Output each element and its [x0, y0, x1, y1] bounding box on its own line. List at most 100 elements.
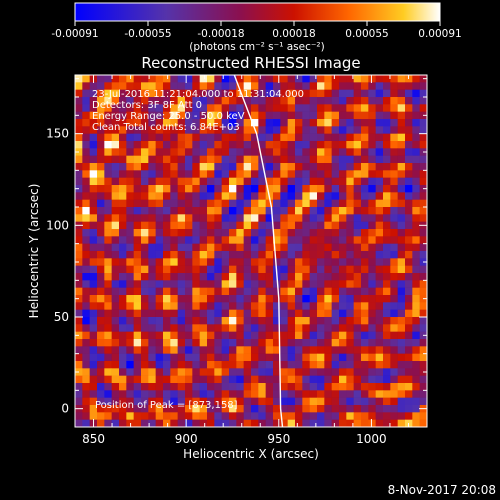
heatmap-cell — [251, 287, 259, 296]
heatmap-cell — [280, 243, 288, 252]
heatmap-cell — [361, 412, 369, 420]
heatmap-cell — [383, 155, 391, 164]
heatmap-cell — [207, 141, 215, 149]
heatmap-cell — [397, 287, 406, 296]
heatmap-cell — [317, 383, 325, 391]
heatmap-cell — [397, 243, 406, 252]
heatmap-cell — [133, 397, 142, 406]
heatmap-cell — [287, 104, 296, 112]
heatmap-cell — [163, 214, 171, 222]
heatmap-cell — [163, 324, 171, 332]
heatmap-cell — [119, 375, 127, 384]
heatmap-cell — [229, 185, 237, 193]
heatmap-cell — [155, 317, 164, 325]
heatmap-cell — [390, 317, 398, 325]
heatmap-cell — [361, 243, 369, 252]
heatmap-cell — [221, 353, 230, 362]
heatmap-cell — [309, 148, 318, 156]
heatmap-cell — [185, 324, 193, 332]
heatmap-cell — [405, 397, 413, 406]
heatmap-cell — [104, 75, 112, 83]
heatmap-cell — [273, 75, 281, 83]
heatmap-cell — [265, 273, 274, 281]
heatmap-cell — [126, 199, 134, 208]
heatmap-cell — [148, 75, 156, 83]
heatmap-cell — [192, 177, 200, 186]
heatmap-cell — [302, 207, 310, 215]
heatmap-cell — [185, 317, 193, 325]
heatmap-cell — [141, 170, 149, 178]
heatmap-cell — [258, 119, 266, 127]
heatmap-cell — [324, 317, 332, 325]
heatmap-cell — [273, 324, 281, 332]
heatmap-cell — [170, 111, 178, 120]
heatmap-cell — [258, 361, 266, 369]
heatmap-cell — [346, 331, 354, 340]
heatmap-cell — [221, 339, 230, 347]
heatmap-cell — [346, 287, 354, 296]
heatmap-cell — [141, 229, 149, 237]
heatmap-cell — [331, 280, 340, 288]
heatmap-cell — [258, 353, 266, 362]
heatmap-cell — [97, 251, 105, 259]
heatmap-cell — [302, 273, 310, 281]
heatmap-cell — [361, 353, 369, 362]
heatmap-cell — [251, 163, 259, 171]
heatmap-cell — [251, 258, 259, 266]
heatmap-cell — [287, 331, 296, 340]
heatmap-cell — [82, 155, 90, 164]
heatmap-cell — [390, 361, 398, 369]
heatmap-cell — [75, 229, 83, 237]
heatmap-cell — [236, 229, 244, 237]
heatmap-cell — [89, 163, 98, 171]
heatmap-cell — [405, 309, 413, 318]
heatmap-cell — [251, 207, 259, 215]
heatmap-cell — [119, 207, 127, 215]
heatmap-cell — [273, 104, 281, 112]
heatmap-cell — [199, 104, 208, 112]
heatmap-cell — [287, 353, 296, 362]
heatmap-cell — [353, 236, 362, 244]
heatmap-cell — [170, 397, 178, 406]
heatmap-cell — [397, 295, 406, 303]
heatmap-cell — [251, 82, 259, 90]
heatmap-cell — [82, 265, 90, 274]
heatmap-cell — [265, 126, 274, 134]
heatmap-cell — [148, 390, 156, 398]
heatmap-cell — [75, 133, 83, 142]
heatmap-cell — [361, 75, 369, 83]
heatmap-cell — [243, 75, 252, 83]
heatmap-cell — [251, 185, 259, 193]
heatmap-cell — [390, 229, 398, 237]
heatmap-cell — [207, 111, 215, 120]
heatmap-cell — [265, 412, 274, 420]
heatmap-cell — [302, 265, 310, 274]
heatmap-cell — [287, 199, 296, 208]
heatmap-cell — [75, 163, 83, 171]
heatmap-cell — [353, 199, 362, 208]
heatmap-cell — [97, 207, 105, 215]
heatmap-cell — [177, 229, 186, 237]
heatmap-cell — [258, 390, 266, 398]
heatmap-cell — [97, 339, 105, 347]
heatmap-cell — [155, 236, 164, 244]
heatmap-cell — [295, 243, 303, 252]
heatmap-cell — [368, 280, 376, 288]
heatmap-cell — [97, 192, 105, 200]
heatmap-cell — [302, 405, 310, 413]
heatmap-cell — [126, 265, 134, 274]
heatmap-cell — [317, 148, 325, 156]
heatmap-cell — [170, 185, 178, 193]
heatmap-cell — [302, 236, 310, 244]
heatmap-cell — [221, 265, 230, 274]
heatmap-cell — [405, 295, 413, 303]
heatmap-cell — [405, 412, 413, 420]
heatmap-cell — [104, 199, 112, 208]
heatmap-cell — [302, 412, 310, 420]
y-tick-label: 50 — [54, 310, 69, 324]
heatmap-cell — [243, 412, 252, 420]
heatmap-cell — [148, 97, 156, 105]
colorbar-tick-label: 0.00018 — [272, 28, 315, 40]
heatmap-cell — [207, 339, 215, 347]
heatmap-cell — [141, 126, 149, 134]
